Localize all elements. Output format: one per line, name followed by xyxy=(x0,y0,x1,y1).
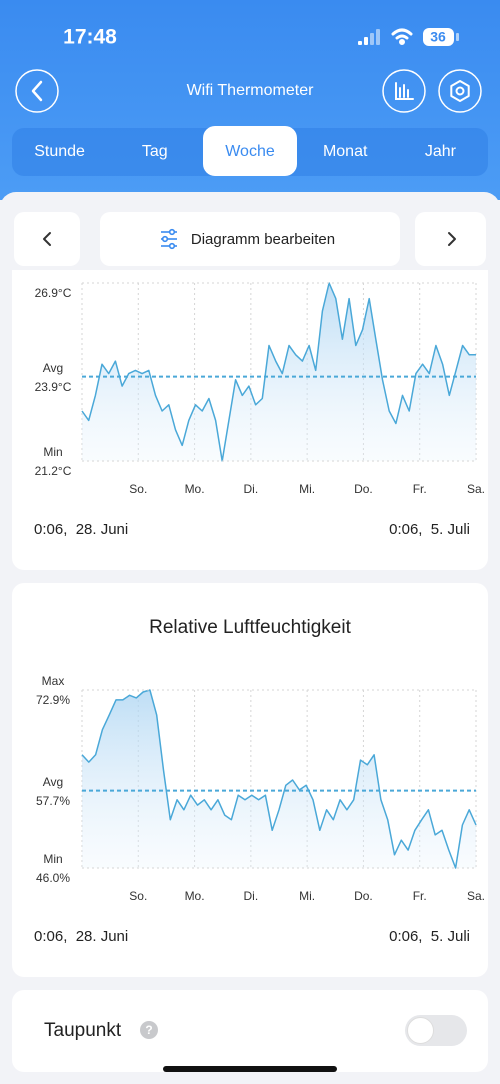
x-tick-label: Mo. xyxy=(185,889,205,903)
y-tick-label: 46.0% xyxy=(36,871,70,885)
edit-chart-icon xyxy=(161,228,177,250)
end-date: 0:06, 5. Juli xyxy=(389,928,470,945)
x-tick-label: So. xyxy=(129,889,147,903)
chart-title: Relative Luftfeuchtigkeit xyxy=(149,617,351,638)
y-tick-name: Max xyxy=(42,674,65,688)
area xyxy=(82,283,476,461)
x-tick-label: So. xyxy=(129,482,147,496)
y-tick-name: Min xyxy=(43,445,62,459)
x-tick-label: Sa. xyxy=(467,482,485,496)
y-tick-name: Min xyxy=(43,852,62,866)
tab-label: Woche xyxy=(225,143,275,160)
header-background xyxy=(0,0,500,230)
help-mark: ? xyxy=(145,1023,152,1037)
x-tick-label: Mi. xyxy=(299,482,315,496)
settings-button[interactable] xyxy=(438,69,482,113)
x-tick-label: Mi. xyxy=(299,889,315,903)
y-tick-label: 23.9°C xyxy=(35,380,72,394)
chart-card xyxy=(12,583,488,977)
x-tick-label: Di. xyxy=(244,482,259,496)
stats-button[interactable] xyxy=(382,69,426,113)
signal-icon xyxy=(358,29,380,45)
wifi-icon xyxy=(391,28,413,45)
page-title: Wifi Thermometer xyxy=(187,82,315,99)
active-tab[interactable] xyxy=(203,126,297,176)
x-tick-label: Sa. xyxy=(467,889,485,903)
y-tick-label: 72.9% xyxy=(36,693,70,707)
next-button[interactable] xyxy=(415,212,486,266)
tab-label: Monat xyxy=(323,143,368,160)
y-tick-name: Avg xyxy=(43,775,63,789)
battery-tip xyxy=(456,33,459,41)
home-indicator xyxy=(163,1066,337,1072)
dewpoint-label: Taupunkt xyxy=(44,1020,122,1041)
help-icon[interactable] xyxy=(140,1021,158,1039)
x-tick-label: Mo. xyxy=(185,482,205,496)
chart: Relative Luftfeuchtigkeit So. Mo. Di. Mi. Do.… xyxy=(34,617,485,945)
battery-level: 36 xyxy=(430,29,446,45)
x-tick-label: Fr. xyxy=(413,889,427,903)
x-tick-label: Do. xyxy=(354,889,373,903)
x-tick-label: Di. xyxy=(244,889,259,903)
line xyxy=(81,282,476,462)
edit-chart-label: Diagramm bearbeiten xyxy=(191,231,335,248)
battery xyxy=(423,28,454,46)
toggle-knob xyxy=(407,1017,434,1044)
settings-icon xyxy=(450,80,470,102)
previous-icon xyxy=(43,232,51,246)
tab-label: Stunde xyxy=(34,143,85,160)
chart: So. Mo. Di. Mi. Do. Fr. Sa. 26.9°C 23.9°C Avg 21.2… xyxy=(34,282,485,538)
y-tick-name: Avg xyxy=(43,361,63,375)
line xyxy=(81,689,477,869)
y-tick-label: 57.7% xyxy=(36,794,70,808)
status-time: 17:48 xyxy=(63,26,117,49)
start-date: 0:06, 28. Juni xyxy=(34,928,128,945)
dewpoint-card xyxy=(12,990,488,1072)
y-tick-label: 21.2°C xyxy=(35,464,72,478)
tabs: Stunde Tag Woche Monat Jahr xyxy=(34,126,457,176)
edit-chart-button[interactable] xyxy=(100,212,400,266)
previous-button[interactable] xyxy=(14,212,80,266)
tab-label: Tag xyxy=(142,143,168,160)
x-tick-label: Fr. xyxy=(413,482,427,496)
start-date: 0:06, 28. Juni xyxy=(34,521,128,538)
stats-icon xyxy=(395,82,414,100)
x-tick-label: Do. xyxy=(354,482,373,496)
next-icon xyxy=(448,232,456,246)
back-icon xyxy=(31,80,43,102)
area xyxy=(82,690,476,868)
y-tick-label: 26.9°C xyxy=(35,286,72,300)
tab-label: Jahr xyxy=(425,143,457,160)
end-date: 0:06, 5. Juli xyxy=(389,521,470,538)
back-button[interactable] xyxy=(15,69,59,113)
